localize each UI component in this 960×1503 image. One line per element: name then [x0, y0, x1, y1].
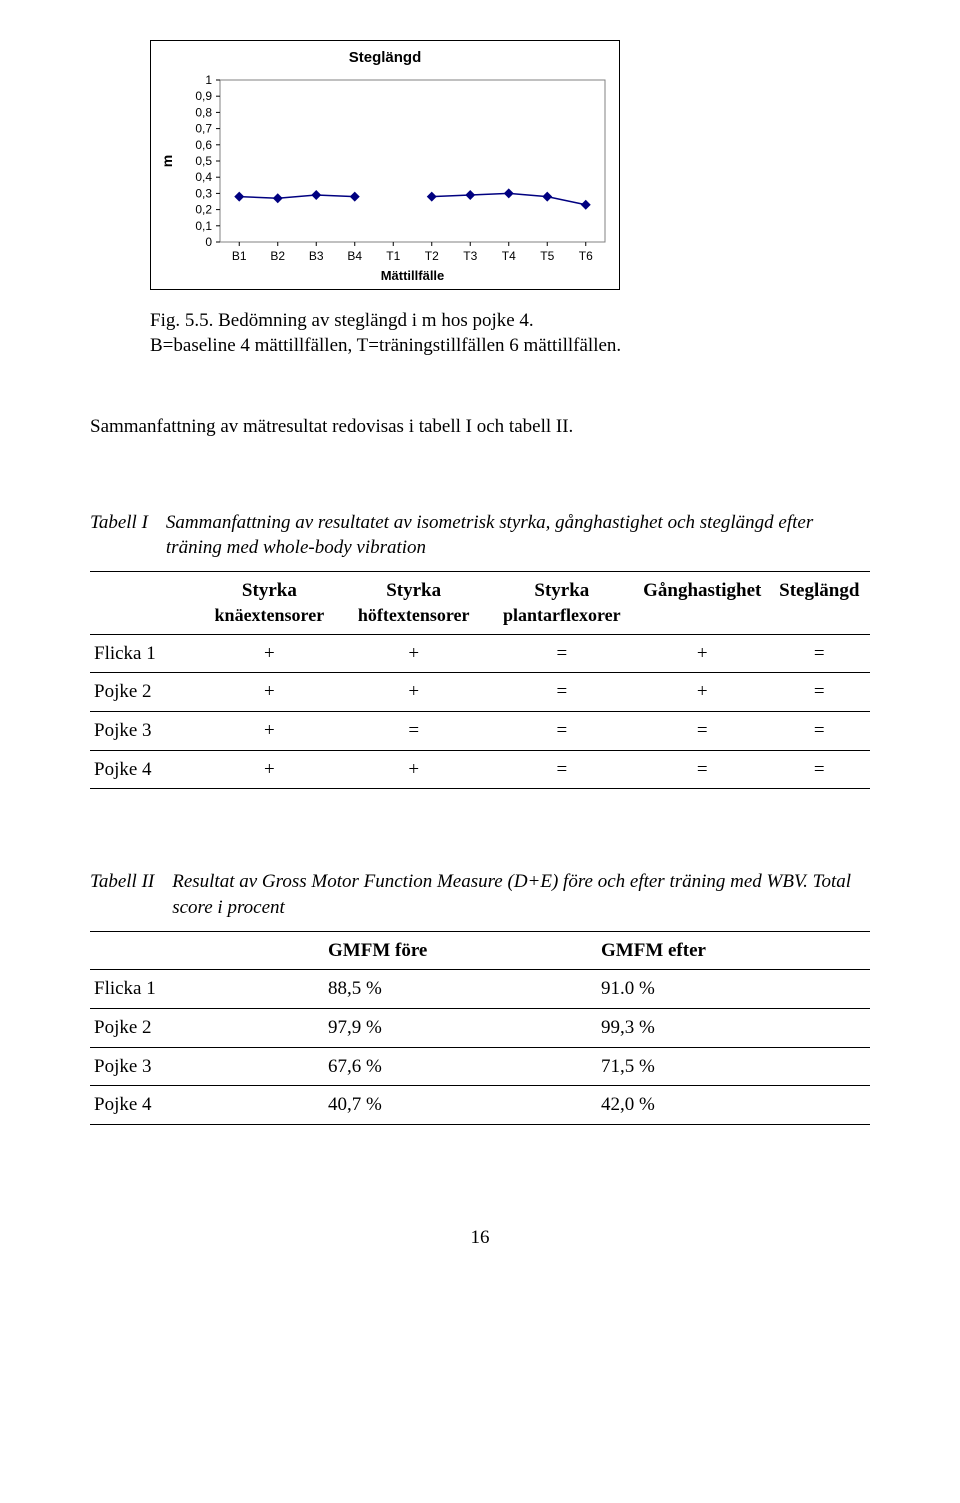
- svg-text:0: 0: [205, 235, 212, 249]
- table-row: Pojke 297,9 %99,3 %: [90, 1008, 870, 1047]
- table2-desc: Resultat av Gross Motor Function Measure…: [172, 869, 870, 920]
- table1-cell: +: [340, 673, 488, 712]
- table1-cell: =: [340, 712, 488, 751]
- svg-text:T5: T5: [540, 249, 554, 263]
- svg-text:T4: T4: [502, 249, 516, 263]
- table-row: Pojke 367,6 %71,5 %: [90, 1047, 870, 1086]
- table1-cell: =: [488, 673, 636, 712]
- table2-title: Tabell II Resultat av Gross Motor Functi…: [90, 869, 870, 920]
- table2-cell: 97,9 %: [324, 1008, 597, 1047]
- svg-text:T6: T6: [579, 249, 593, 263]
- svg-text:T2: T2: [425, 249, 439, 263]
- table1-cell: +: [636, 634, 769, 673]
- svg-text:T1: T1: [386, 249, 400, 263]
- table1-cell: Pojke 3: [90, 712, 199, 751]
- svg-text:0,5: 0,5: [195, 154, 212, 168]
- table1: StyrkaknäextensorerStyrkahöftextensorerS…: [90, 571, 870, 790]
- table2-cell: Flicka 1: [90, 970, 324, 1009]
- chart-svg: Steglängd 0 0,1 0,2 0,3 0,4 0,5 0,6 0,7 0,8 0,9 1 m B…: [150, 40, 620, 290]
- table1-cell: +: [199, 634, 339, 673]
- table2-cell: Pojke 4: [90, 1086, 324, 1125]
- table-row: Pojke 4++===: [90, 750, 870, 789]
- svg-text:0,9: 0,9: [195, 89, 212, 103]
- svg-text:1: 1: [205, 73, 212, 87]
- summary-paragraph: Sammanfattning av mätresultat redovisas …: [90, 414, 870, 440]
- table-row: Flicka 188,5 %91.0 %: [90, 970, 870, 1009]
- table1-cell: +: [199, 712, 339, 751]
- svg-text:0,2: 0,2: [195, 203, 212, 217]
- table2: GMFM föreGMFM efter Flicka 188,5 %91.0 %…: [90, 931, 870, 1125]
- table1-header-cell: Steglängd: [769, 571, 870, 634]
- table1-cell: +: [340, 750, 488, 789]
- table-row: Pojke 3+====: [90, 712, 870, 751]
- svg-text:B1: B1: [232, 249, 247, 263]
- table1-header-cell: Styrkaknäextensorer: [199, 571, 339, 634]
- svg-text:T3: T3: [463, 249, 477, 263]
- steglangd-chart: Steglängd 0 0,1 0,2 0,3 0,4 0,5 0,6 0,7 0,8 0,9 1 m B…: [150, 40, 870, 298]
- table1-label: Tabell I: [90, 510, 148, 561]
- svg-text:B4: B4: [347, 249, 362, 263]
- table2-cell: 67,6 %: [324, 1047, 597, 1086]
- table2-cell: 42,0 %: [597, 1086, 870, 1125]
- table1-cell: =: [769, 673, 870, 712]
- table1-cell: =: [769, 634, 870, 673]
- table2-cell: Pojke 2: [90, 1008, 324, 1047]
- table1-cell: Flicka 1: [90, 634, 199, 673]
- table1-cell: =: [488, 750, 636, 789]
- svg-text:0,3: 0,3: [195, 186, 212, 200]
- svg-text:Steglängd: Steglängd: [349, 49, 422, 66]
- table1-header-cell: Styrkaplantarflexorer: [488, 571, 636, 634]
- table1-cell: Pojke 2: [90, 673, 199, 712]
- table2-label: Tabell II: [90, 869, 154, 920]
- svg-text:B2: B2: [270, 249, 285, 263]
- table1-cell: =: [769, 750, 870, 789]
- table2-header-cell: [90, 931, 324, 970]
- svg-text:0,1: 0,1: [195, 219, 212, 233]
- page-number: 16: [90, 1225, 870, 1251]
- table1-cell: =: [769, 712, 870, 751]
- svg-text:0,8: 0,8: [195, 105, 212, 119]
- table1-header-cell: Gånghastighet: [636, 571, 769, 634]
- table2-header-cell: GMFM före: [324, 931, 597, 970]
- table1-header-cell: Styrkahöftextensorer: [340, 571, 488, 634]
- figure-caption-line1: Fig. 5.5. Bedömning av steglängd i m hos…: [150, 308, 870, 334]
- table1-cell: =: [636, 750, 769, 789]
- table2-cell: 99,3 %: [597, 1008, 870, 1047]
- table1-cell: =: [488, 634, 636, 673]
- svg-text:0,7: 0,7: [195, 122, 212, 136]
- svg-text:m: m: [159, 155, 175, 167]
- svg-text:0,4: 0,4: [195, 170, 212, 184]
- table1-cell: +: [636, 673, 769, 712]
- table1-cell: =: [636, 712, 769, 751]
- table1-cell: +: [199, 673, 339, 712]
- table1-cell: Pojke 4: [90, 750, 199, 789]
- table2-cell: 40,7 %: [324, 1086, 597, 1125]
- table1-cell: +: [340, 634, 488, 673]
- table2-cell: 88,5 %: [324, 970, 597, 1009]
- table1-cell: =: [488, 712, 636, 751]
- table1-header-cell: [90, 571, 199, 634]
- svg-text:0,6: 0,6: [195, 138, 212, 152]
- table2-header-cell: GMFM efter: [597, 931, 870, 970]
- table2-cell: Pojke 3: [90, 1047, 324, 1086]
- table2-cell: 71,5 %: [597, 1047, 870, 1086]
- table2-cell: 91.0 %: [597, 970, 870, 1009]
- table1-cell: +: [199, 750, 339, 789]
- table-row: Pojke 2++=+=: [90, 673, 870, 712]
- table1-desc: Sammanfattning av resultatet av isometri…: [166, 510, 870, 561]
- table1-title: Tabell I Sammanfattning av resultatet av…: [90, 510, 870, 561]
- svg-text:Mättillfälle: Mättillfälle: [381, 268, 445, 283]
- svg-text:B3: B3: [309, 249, 324, 263]
- table-row: Flicka 1++=+=: [90, 634, 870, 673]
- figure-caption-line2: B=baseline 4 mättillfällen, T=träningsti…: [150, 333, 870, 359]
- table-row: Pojke 440,7 %42,0 %: [90, 1086, 870, 1125]
